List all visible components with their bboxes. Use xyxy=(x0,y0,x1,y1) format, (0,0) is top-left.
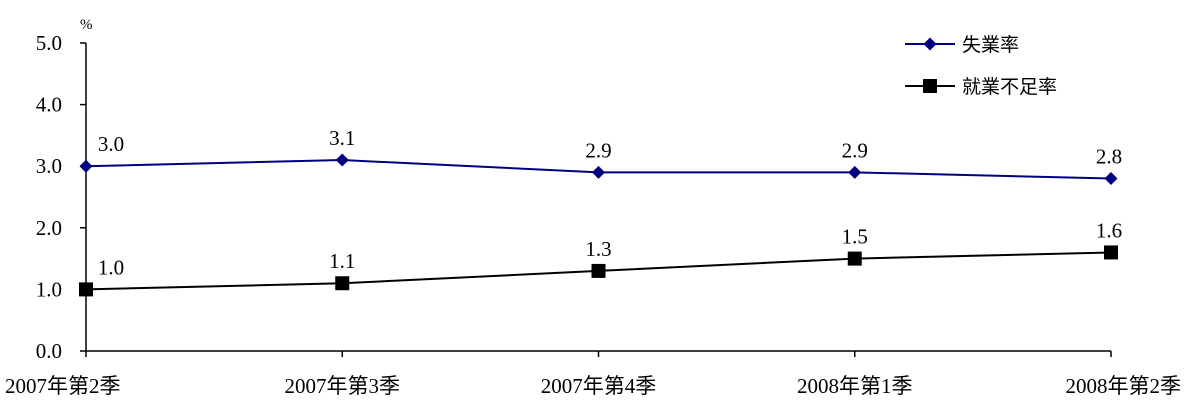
y-tick-label: 3.0 xyxy=(36,154,62,178)
data-label: 1.3 xyxy=(585,237,611,261)
legend-label: 就業不足率 xyxy=(962,76,1057,98)
y-tick-label: 1.0 xyxy=(36,277,62,301)
x-tick-label: 2007年第4季 xyxy=(541,374,657,398)
data-label: 1.6 xyxy=(1096,218,1122,242)
data-label: 2.9 xyxy=(842,138,868,162)
legend-marker xyxy=(923,79,937,93)
y-tick-label: 5.0 xyxy=(36,31,62,55)
x-tick-label: 2008年第2季 xyxy=(1066,374,1182,398)
data-point xyxy=(79,282,93,297)
y-tick-label: 2.0 xyxy=(36,216,62,240)
data-label: 3.0 xyxy=(98,132,124,156)
x-tick-label: 2007年第2季 xyxy=(5,374,121,398)
data-label: 1.0 xyxy=(98,255,124,279)
y-axis-unit: % xyxy=(80,17,93,33)
x-tick-label: 2007年第3季 xyxy=(285,374,401,398)
legend-item: 就業不足率 xyxy=(905,76,1057,98)
data-label: 3.1 xyxy=(329,126,355,150)
series-1: 3.0 3.1 2.9 2.9 2.8 xyxy=(79,126,1122,186)
data-point xyxy=(1104,245,1118,260)
legend-label: 失業率 xyxy=(962,34,1019,56)
series-2: 1.0 1.1 1.3 1.5 1.6 xyxy=(79,218,1122,297)
data-point xyxy=(335,276,350,291)
legend-item: 失業率 xyxy=(905,34,1019,56)
data-label: 1.1 xyxy=(329,249,355,273)
legend-marker xyxy=(923,37,937,51)
y-tick-label: 4.0 xyxy=(36,93,62,117)
data-label: 1.5 xyxy=(842,225,868,249)
data-point xyxy=(592,165,605,179)
x-tick-label: 2008年第1季 xyxy=(797,374,913,398)
data-point xyxy=(848,165,862,179)
data-point xyxy=(1104,172,1118,186)
data-point xyxy=(591,263,606,278)
data-point xyxy=(847,251,862,266)
data-label: 2.9 xyxy=(585,138,611,162)
data-label: 2.8 xyxy=(1096,145,1122,169)
data-point xyxy=(79,159,93,173)
data-point xyxy=(335,153,349,167)
y-tick-label: 0.0 xyxy=(36,339,62,363)
